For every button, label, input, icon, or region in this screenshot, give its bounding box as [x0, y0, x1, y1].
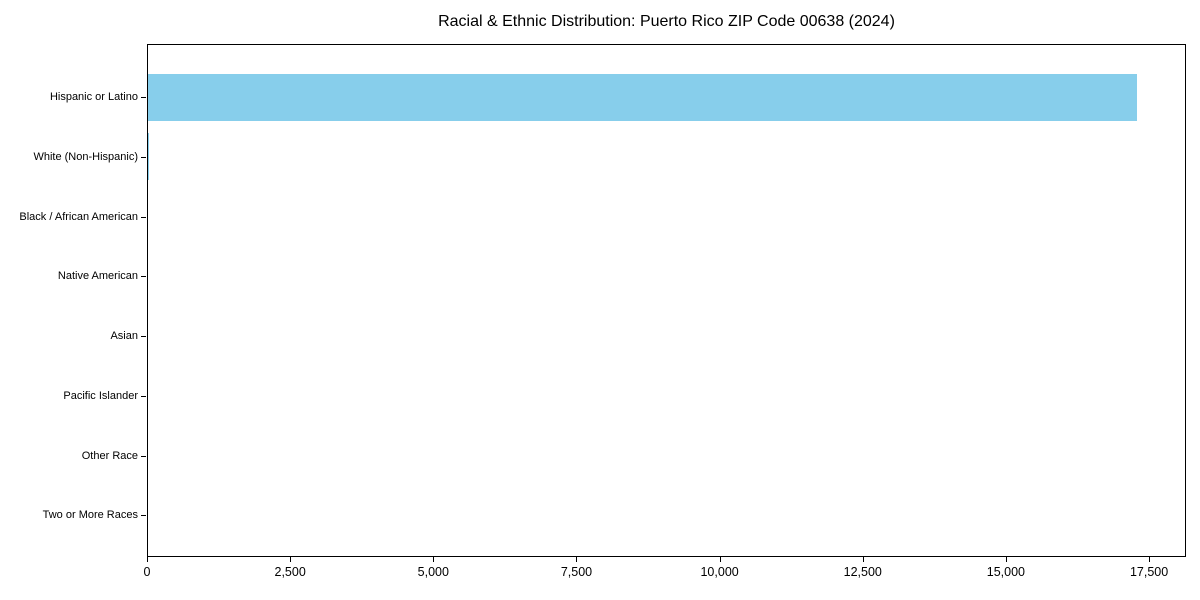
y-tick-label-native-american: Native American [57, 270, 138, 283]
y-tick-mark [141, 156, 146, 158]
y-tick-label-hispanic-or-latino: Hispanic or Latino [49, 91, 138, 103]
bar-hispanic-or-latino [148, 73, 1137, 121]
x-tick-label: 7,500 [560, 565, 593, 579]
bar-white-non-hispanic [148, 133, 150, 181]
y-tick-label-asian: Asian [110, 330, 138, 342]
x-tick-mark [1005, 557, 1007, 562]
y-tick-mark [141, 395, 146, 397]
x-tick-label: 0 [143, 565, 151, 579]
x-tick-label: 5,000 [417, 565, 449, 579]
y-tick-mark [141, 515, 146, 517]
x-tick-label: 17,500 [1129, 565, 1169, 579]
y-tick-mark [141, 276, 146, 278]
y-tick-mark [141, 455, 146, 457]
x-tick-mark [719, 557, 721, 562]
y-tick-mark [141, 336, 146, 337]
x-tick-mark [290, 557, 292, 562]
x-tick-label: 12,500 [843, 565, 882, 579]
y-tick-mark [141, 216, 146, 218]
x-tick-mark [433, 557, 435, 562]
x-tick-mark [576, 557, 578, 562]
y-tick-label-other-race: Other Race [81, 449, 138, 462]
x-tick-label: 10,000 [700, 565, 739, 579]
x-tick-label: 2,500 [274, 565, 306, 579]
y-tick-label-pacific-islander: Pacific Islander [63, 389, 138, 402]
x-tick-mark [862, 557, 864, 562]
x-tick-mark [1149, 557, 1151, 562]
chart-title: Racial & Ethnic Distribution: Puerto Ric… [438, 13, 895, 30]
y-tick-label-black-african-american: Black / African American [19, 210, 138, 223]
x-tick-label: 15,000 [986, 565, 1026, 579]
y-tick-label-white-non-hispanic: White (Non-Hispanic) [33, 150, 138, 163]
plot-area [147, 44, 1186, 557]
y-tick-mark [141, 97, 146, 98]
x-tick-mark [147, 557, 148, 562]
y-tick-label-two-or-more-races: Two or More Races [42, 509, 138, 522]
